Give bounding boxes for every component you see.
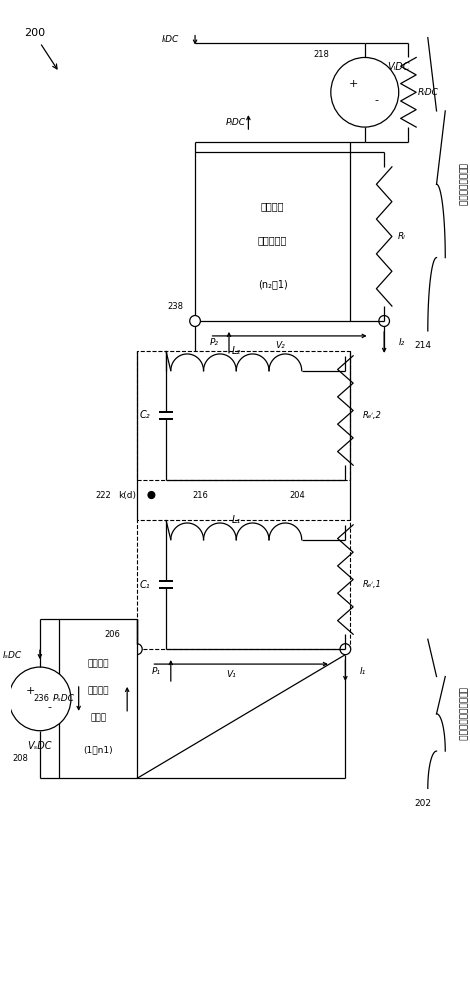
Text: 200: 200 — [24, 28, 46, 38]
Text: 214: 214 — [415, 341, 431, 350]
Text: 222: 222 — [95, 491, 111, 500]
Text: C₂: C₂ — [139, 410, 150, 420]
Text: L₁: L₁ — [232, 515, 241, 525]
Text: VₗDC: VₗDC — [387, 62, 410, 72]
Text: 206: 206 — [105, 630, 121, 639]
Circle shape — [379, 316, 390, 326]
Text: (1：n1): (1：n1) — [83, 745, 113, 754]
Text: 216: 216 — [192, 491, 208, 500]
Text: 基底无线功率充电系统: 基底无线功率充电系统 — [457, 687, 466, 741]
Text: Rₗ: Rₗ — [398, 232, 406, 241]
Text: 转换器: 转换器 — [90, 713, 106, 722]
Text: L₂: L₂ — [232, 346, 241, 356]
Text: k(d): k(d) — [118, 491, 136, 500]
Text: V₂: V₂ — [275, 341, 285, 350]
Text: Rₑⁱ,1: Rₑⁱ,1 — [363, 580, 382, 589]
Circle shape — [132, 644, 142, 655]
Text: 电动车辆充电系统: 电动车辆充电系统 — [457, 163, 466, 206]
Text: VₛDC: VₛDC — [28, 741, 52, 751]
Bar — [137, 520, 350, 649]
Text: 218: 218 — [313, 50, 329, 59]
Text: 204: 204 — [289, 491, 305, 500]
Text: 202: 202 — [415, 799, 431, 808]
Text: PₛDC: PₛDC — [53, 694, 75, 703]
Text: +: + — [348, 79, 358, 89]
Text: -: - — [47, 702, 52, 712]
Bar — [59, 619, 137, 778]
Text: 236: 236 — [34, 694, 50, 703]
Text: RₗDC: RₗDC — [417, 88, 438, 97]
Text: 238: 238 — [168, 302, 184, 311]
Text: PₗDC: PₗDC — [226, 118, 246, 127]
Text: P₂: P₂ — [210, 338, 219, 347]
Text: IₗDC: IₗDC — [162, 35, 180, 44]
Text: V₁: V₁ — [227, 670, 236, 679]
Text: P₁: P₁ — [152, 667, 161, 676]
Circle shape — [190, 316, 200, 326]
Text: I₁: I₁ — [360, 667, 366, 676]
Bar — [137, 351, 350, 480]
Text: +: + — [25, 686, 35, 696]
Text: IₛDC: IₛDC — [3, 651, 22, 660]
Text: 系统功率: 系统功率 — [87, 686, 109, 695]
Circle shape — [9, 667, 71, 731]
Text: C₁: C₁ — [139, 580, 150, 590]
Text: 基底充电: 基底充电 — [87, 659, 109, 668]
Text: 电动车辆: 电动车辆 — [261, 201, 284, 211]
Text: 208: 208 — [13, 754, 28, 763]
Text: -: - — [375, 95, 378, 105]
Circle shape — [148, 492, 155, 499]
Circle shape — [340, 644, 351, 655]
Text: 功率转换器: 功率转换器 — [258, 235, 287, 245]
Circle shape — [331, 57, 399, 127]
Bar — [195, 152, 350, 321]
Text: Rₑⁱ,2: Rₑⁱ,2 — [363, 411, 382, 420]
Text: (n₂：1): (n₂：1) — [258, 279, 288, 289]
Text: I₂: I₂ — [399, 338, 405, 347]
